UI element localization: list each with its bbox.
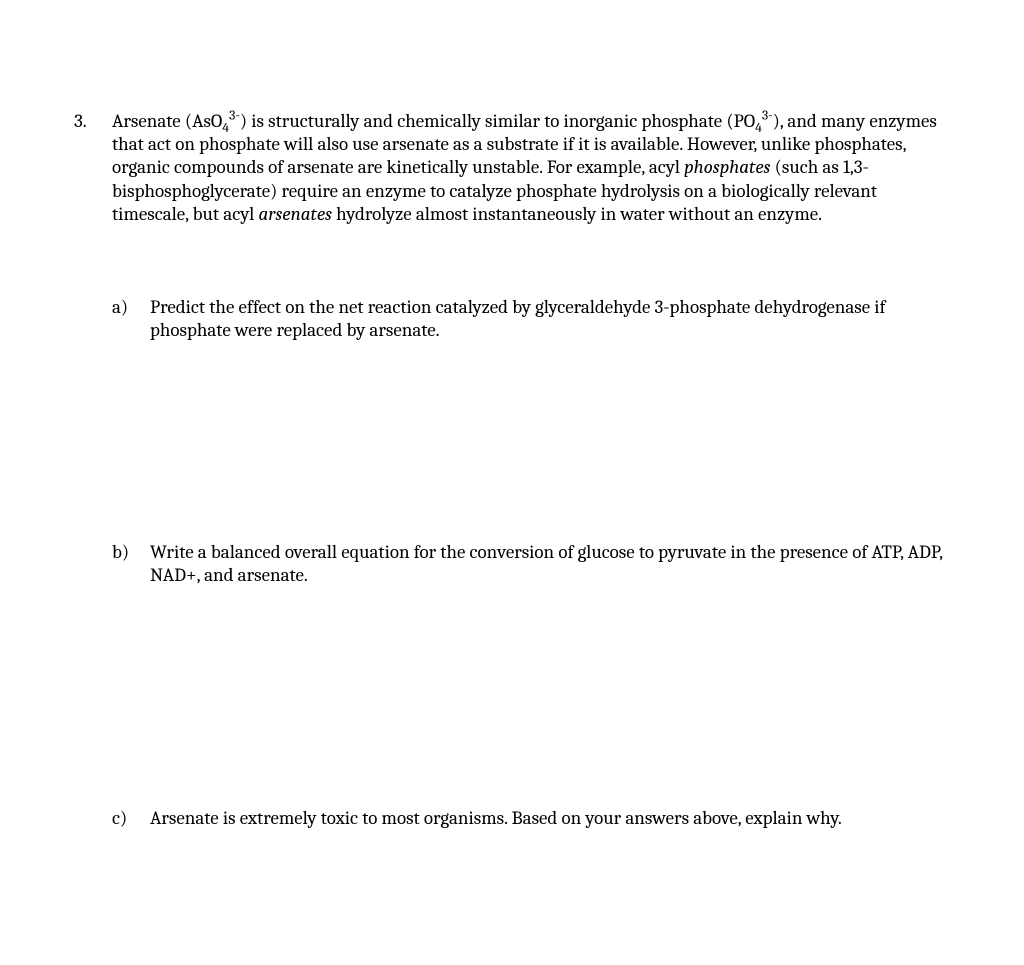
- part-c: c) Arsenate is extremely toxic to most o…: [112, 807, 950, 830]
- part-b: b) Write a balanced overall equation for…: [112, 541, 950, 587]
- part-a: a) Predict the effect on the net reactio…: [112, 296, 950, 342]
- question-3: 3. Arsenate (AsO43-) is structurally and…: [74, 110, 950, 830]
- part-a-text: Predict the effect on the net reaction c…: [150, 296, 886, 341]
- intro-paragraph: Arsenate (AsO43-) is structurally and ch…: [112, 110, 950, 226]
- part-b-text: Write a balanced overall equation for th…: [150, 541, 942, 586]
- part-a-label: a): [112, 296, 128, 319]
- part-c-label: c): [112, 807, 127, 830]
- subparts-list: a) Predict the effect on the net reactio…: [112, 296, 950, 830]
- part-c-text: Arsenate is extremely toxic to most orga…: [150, 807, 842, 829]
- question-number: 3.: [74, 110, 87, 133]
- part-b-label: b): [112, 541, 129, 564]
- question-intro: Arsenate (AsO43-) is structurally and ch…: [112, 110, 950, 226]
- page: 3. Arsenate (AsO43-) is structurally and…: [0, 0, 1024, 965]
- question-list: 3. Arsenate (AsO43-) is structurally and…: [74, 110, 950, 830]
